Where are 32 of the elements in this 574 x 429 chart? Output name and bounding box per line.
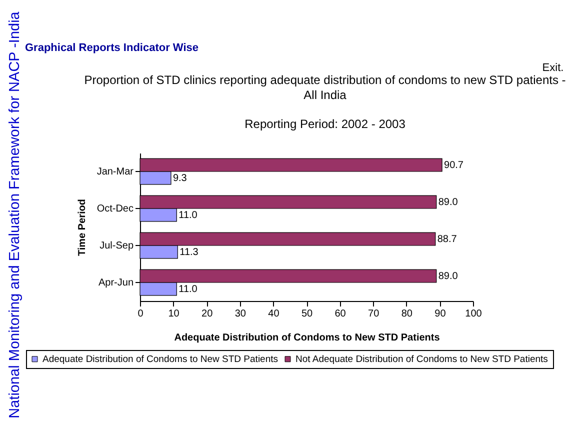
x-tick-label: 60 bbox=[334, 308, 346, 320]
y-axis-title: Time Period bbox=[76, 198, 88, 256]
data-label: 90.7 bbox=[444, 160, 464, 172]
x-tick-label: 0 bbox=[138, 308, 144, 320]
x-tick-label: 100 bbox=[465, 308, 482, 320]
y-tick-label: Jan-Mar bbox=[96, 166, 134, 178]
x-axis-title: Adequate Distribution of Condoms to New STD Patients bbox=[174, 332, 440, 344]
legend-label: Not Adequate Distribution of Condoms to New STD Patients bbox=[296, 354, 548, 366]
x-tick-label: 50 bbox=[301, 308, 313, 320]
x-tick-label: 80 bbox=[401, 308, 413, 320]
chart-title: Proportion of STD clinics reporting adequate distribution of condoms to new STD patients - All India bbox=[84, 73, 566, 102]
y-tick-label: Oct-Dec bbox=[96, 204, 134, 214]
x-tick-label: 20 bbox=[202, 308, 214, 320]
legend-label: Adequate Distribution of Condoms to New STD Patients bbox=[42, 354, 278, 366]
data-label: 11.0 bbox=[178, 284, 198, 295]
data-label: 89.0 bbox=[438, 271, 458, 282]
y-tick-label: Apr-Jun bbox=[98, 278, 134, 288]
text: National Monitoring and Evaluation Framework for NACP -India bbox=[7, 10, 23, 418]
text: Graphical Reports Indicator Wise bbox=[25, 42, 198, 54]
data-label: 9.3 bbox=[172, 172, 188, 184]
chart-subtitle: Reporting Period: 2002 - 2003 bbox=[244, 117, 406, 131]
y-tick-label: Jul-Sep bbox=[100, 240, 134, 252]
data-label: 89.0 bbox=[438, 197, 458, 208]
x-tick-label: 90 bbox=[434, 308, 446, 320]
data-label: 11.0 bbox=[178, 210, 198, 221]
x-tick-label: 70 bbox=[368, 308, 380, 320]
x-tick-label: 40 bbox=[268, 308, 280, 320]
data-label: 88.7 bbox=[437, 234, 458, 246]
data-label: 11.3 bbox=[180, 246, 199, 258]
x-tick-label: 10 bbox=[168, 308, 180, 320]
text: Exit. bbox=[542, 62, 564, 74]
x-tick-label: 30 bbox=[234, 308, 246, 320]
